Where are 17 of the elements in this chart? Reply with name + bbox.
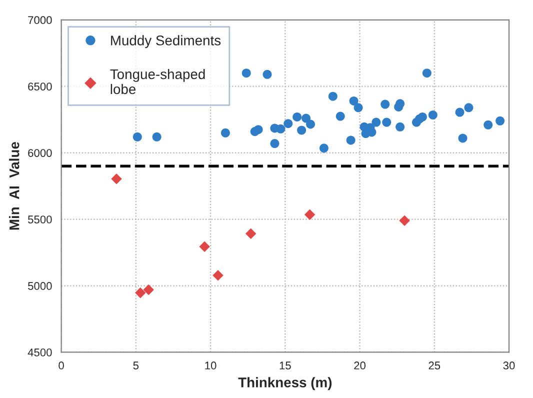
x-axis-title: Thinkness (m) [238,377,332,390]
x-tick-label: 15 [280,362,291,370]
x-tick-label: 5 [133,362,139,370]
y-tick-label: 5000 [28,282,52,290]
x-tick-label: 25 [428,362,440,370]
y-axis-title: Min AI Value [9,142,20,230]
legend-label: Tongue-shaped lobe [110,68,205,94]
y-tick-label: 4500 [28,348,52,356]
x-tick-label: 20 [354,362,366,370]
y-tick-label: 5500 [28,216,52,224]
legend-label: Muddy Sediments [111,35,221,48]
y-tick-label: 6500 [28,82,52,90]
x-tick-label: 0 [58,362,64,370]
y-tick-label: 6000 [28,149,52,157]
x-tick-label: 30 [503,362,515,370]
y-tick-label: 7000 [28,16,52,24]
x-tick-label: 10 [205,362,216,370]
